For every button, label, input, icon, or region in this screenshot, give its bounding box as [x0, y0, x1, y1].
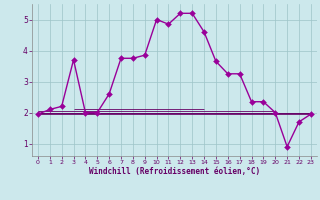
X-axis label: Windchill (Refroidissement éolien,°C): Windchill (Refroidissement éolien,°C): [89, 167, 260, 176]
